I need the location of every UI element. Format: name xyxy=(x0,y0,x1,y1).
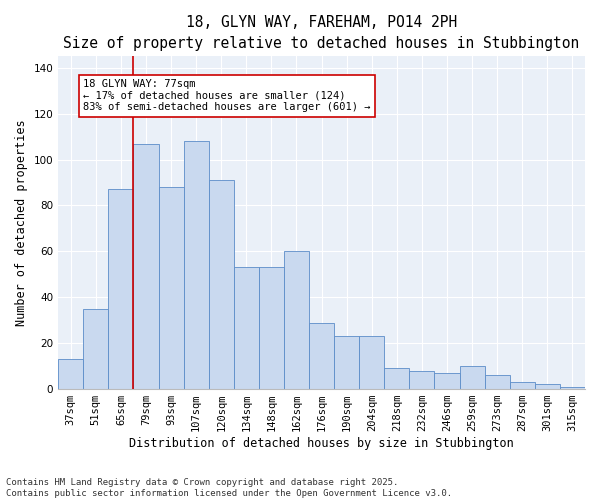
Text: Contains HM Land Registry data © Crown copyright and database right 2025.
Contai: Contains HM Land Registry data © Crown c… xyxy=(6,478,452,498)
Bar xyxy=(309,322,334,389)
Bar xyxy=(133,144,158,389)
Bar xyxy=(109,190,133,389)
Bar xyxy=(535,384,560,389)
Bar xyxy=(460,366,485,389)
Bar xyxy=(560,387,585,389)
Bar xyxy=(83,309,109,389)
Bar xyxy=(434,373,460,389)
Bar xyxy=(510,382,535,389)
Bar xyxy=(209,180,234,389)
Y-axis label: Number of detached properties: Number of detached properties xyxy=(15,120,28,326)
Bar xyxy=(284,252,309,389)
Text: 18 GLYN WAY: 77sqm
← 17% of detached houses are smaller (124)
83% of semi-detach: 18 GLYN WAY: 77sqm ← 17% of detached hou… xyxy=(83,80,371,112)
Bar xyxy=(485,376,510,389)
Title: 18, GLYN WAY, FAREHAM, PO14 2PH
Size of property relative to detached houses in : 18, GLYN WAY, FAREHAM, PO14 2PH Size of … xyxy=(64,15,580,51)
X-axis label: Distribution of detached houses by size in Stubbington: Distribution of detached houses by size … xyxy=(129,437,514,450)
Bar xyxy=(385,368,409,389)
Bar xyxy=(158,187,184,389)
Bar xyxy=(409,370,434,389)
Bar xyxy=(58,360,83,389)
Bar xyxy=(334,336,359,389)
Bar xyxy=(234,268,259,389)
Bar xyxy=(184,141,209,389)
Bar xyxy=(359,336,385,389)
Bar xyxy=(259,268,284,389)
